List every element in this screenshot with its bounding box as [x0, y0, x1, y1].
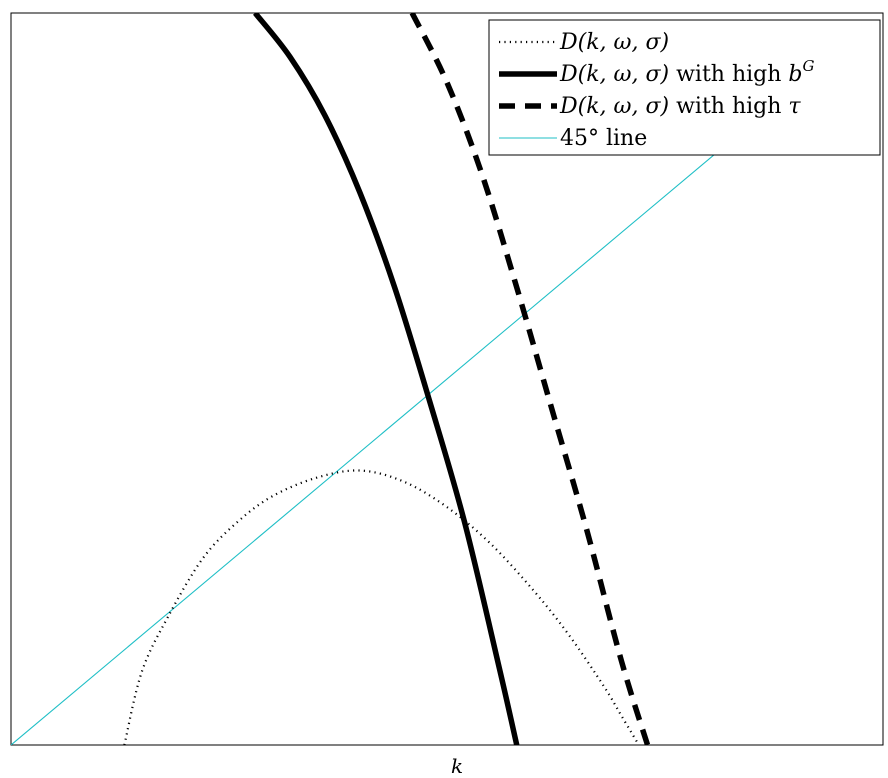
- legend: D(k, ω, σ)D(k, ω, σ) with high bG D(k, ω,…: [488, 19, 881, 156]
- series-line-3: [409, 13, 651, 745]
- series-line-4: [11, 137, 736, 745]
- x-axis-label: k: [451, 754, 463, 778]
- legend-label-2: D(k, ω, σ) with high bG: [559, 57, 815, 87]
- legend-label-4: 45° line: [560, 126, 647, 151]
- legend-label-3: D(k, ω, σ) with high τ: [559, 94, 801, 119]
- series-layer: [11, 13, 736, 745]
- legend-box: [488, 19, 881, 156]
- legend-label-1: D(k, ω, σ): [559, 30, 669, 55]
- series-line-1: [123, 469, 640, 745]
- series-line-2: [253, 13, 520, 745]
